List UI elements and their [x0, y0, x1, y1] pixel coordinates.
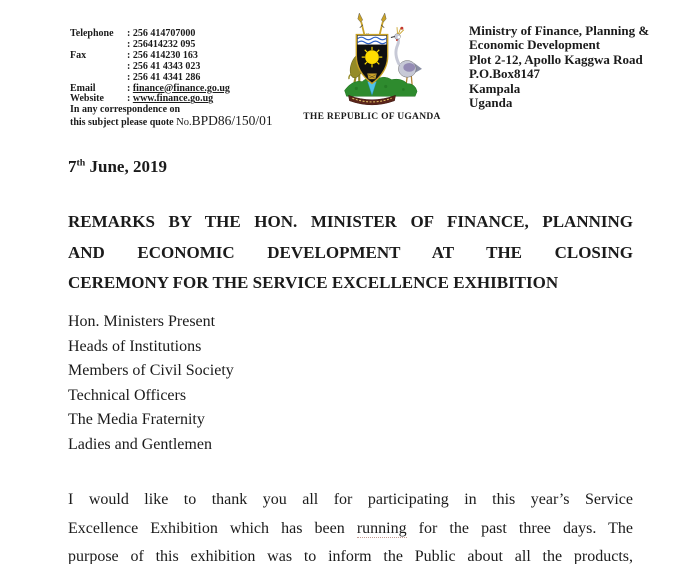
correspondence-note-line1: In any correspondence on: [70, 104, 181, 116]
address-line: Kampala: [469, 80, 521, 96]
contact-row: Email: finance@finance.go.ug: [70, 82, 300, 95]
motto-banner-icon: [348, 94, 396, 106]
email-label: Email: [70, 82, 96, 94]
coat-of-arms-block: THE REPUBLIC OF UGANDA: [297, 13, 447, 122]
salutation-line: Technical Officers: [68, 386, 187, 404]
contact-row: Website: www.finance.go.ug: [70, 93, 300, 105]
salutation-line: Heads of Institutions: [68, 337, 202, 355]
telephone-label: Telephone: [70, 28, 114, 39]
mound-texture: [401, 88, 405, 91]
email-colon: :: [127, 82, 133, 94]
address-line: Uganda: [469, 95, 513, 111]
fax-value-1: : 256 414230 163: [127, 49, 198, 61]
date-ordinal: th: [76, 157, 86, 169]
document-title: REMARKS BY THE HON. MINISTER OF FINANCE,…: [68, 207, 633, 299]
salutation-list: Hon. Ministers Present Heads of Institut…: [68, 310, 633, 457]
title-line: REMARKS BY THE HON. MINISTER OF FINANCE,…: [68, 212, 633, 231]
contact-row: Telephone : 256 414707000: [70, 28, 300, 40]
address-line: Ministry of Finance, Planning &: [469, 23, 650, 38]
mound-texture: [384, 84, 388, 89]
body-text: Excellence Exhibition which has been: [68, 519, 357, 537]
fax-value-3: : 256 41 4341 286: [127, 71, 201, 83]
address-line: P.O.Box8147: [469, 66, 541, 82]
date-rest: June, 2019: [85, 157, 167, 176]
body-line: purpose of this exhibition was to inform…: [68, 548, 633, 564]
contact-row: : 256414232 095: [70, 38, 300, 51]
email-link[interactable]: finance@finance.go.ug: [132, 82, 230, 94]
republic-of-uganda-caption: THE REPUBLIC OF UGANDA: [303, 112, 441, 122]
body-line: I would like to thank you all for partic…: [68, 491, 633, 508]
salutation-line: Hon. Ministers Present: [68, 313, 216, 330]
telephone-value-1: : 256 414707000: [127, 28, 196, 39]
quote-instruction: this subject please quote: [70, 117, 177, 129]
spellcheck-marked-word: running: [356, 519, 407, 538]
correspondence-note-line2: this subject please quote No.BPD86/150/0…: [70, 113, 300, 129]
contact-block: Telephone : 256 414707000 : 256414232 095…: [70, 28, 300, 129]
body-paragraph: I would like to thank you all for partic…: [68, 486, 633, 564]
green-mound-icon: [344, 76, 418, 97]
sun-icon: [361, 46, 383, 68]
website-colon: :: [127, 93, 133, 105]
contact-row: : 256 41 4343 023: [70, 60, 300, 73]
fax-value-2: : 256 41 4343 023: [127, 60, 201, 72]
crested-crane-icon: [390, 26, 422, 92]
body-line: Excellence Exhibition which has been run…: [68, 515, 633, 544]
website-link[interactable]: www.finance.go.ug: [132, 93, 214, 105]
address-line: Economic Development: [469, 37, 601, 53]
ministry-address-block: Ministry of Finance, Planning & Economic…: [469, 23, 679, 111]
salutation-line: Ladies and Gentlemen: [68, 435, 212, 453]
reference-prefix: No.: [176, 117, 192, 129]
contact-row: : 256 41 4341 286: [70, 71, 300, 84]
title-line: CEREMONY FOR THE SERVICE EXCELLENCE EXHI…: [68, 273, 559, 293]
mound-texture: [354, 86, 358, 91]
shield-icon: [355, 33, 389, 85]
body-text: for the past three days. The: [406, 519, 633, 537]
reference-number: BPD86/150/01: [191, 113, 273, 129]
salutation-line: The Media Fraternity: [68, 411, 205, 428]
telephone-value-2: : 256414232 095: [127, 38, 196, 50]
document-date: 7th June, 2019: [68, 157, 167, 177]
contact-row: Fax : 256 414230 163: [70, 49, 300, 62]
website-label: Website: [70, 93, 104, 105]
drum-icon: [366, 73, 378, 80]
address-line: Plot 2-12, Apollo Kaggwa Road: [469, 51, 643, 67]
fax-label: Fax: [70, 49, 87, 61]
date-day: 7: [68, 157, 77, 176]
title-line: AND ECONOMIC DEVELOPMENT AT THE CLOSING: [68, 242, 633, 262]
salutation-line: Members of Civil Society: [68, 362, 234, 379]
uganda-coat-of-arms-icon: [344, 13, 422, 106]
